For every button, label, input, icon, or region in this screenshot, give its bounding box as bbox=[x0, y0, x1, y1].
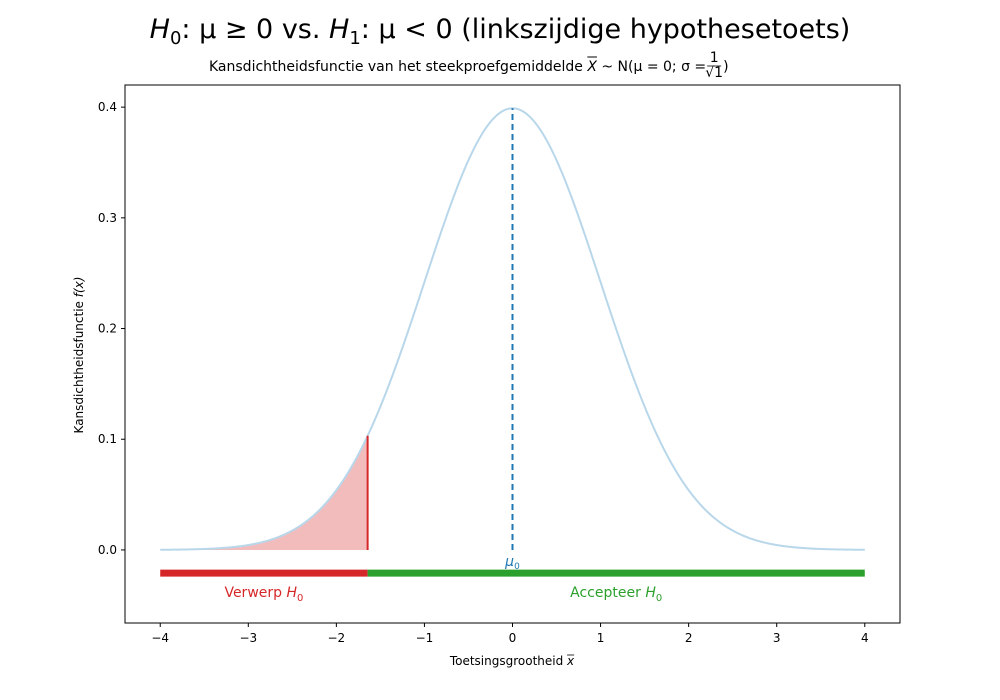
x-tick-label: 4 bbox=[861, 631, 869, 645]
x-axis: −4 −3 −2 −1 0 1 2 3 4 bbox=[151, 623, 869, 645]
x-tick-label: −4 bbox=[151, 631, 169, 645]
x-tick-label: 2 bbox=[685, 631, 693, 645]
y-axis-label: Kansdichtheidsfunctie f(x) bbox=[72, 277, 86, 434]
mu0-label: μ0 bbox=[504, 554, 520, 572]
x-tick-label: −2 bbox=[328, 631, 346, 645]
plot-area: μ0 Verwerp H0 Accepteer H0 bbox=[160, 107, 865, 604]
subtitle-fraction-numerator: 1 bbox=[710, 50, 719, 66]
subtitle-text: Kansdichtheidsfunctie van het steekproef… bbox=[209, 59, 706, 75]
y-axis: 0.0 0.1 0.2 0.3 0.4 bbox=[98, 100, 125, 557]
chart-title: H0: μ ≥ 0 vs. H1: μ < 0 (linkszijdige hy… bbox=[150, 14, 851, 49]
subtitle-fraction-denominator: √1 bbox=[705, 65, 723, 81]
y-tick-label: 0.4 bbox=[98, 100, 117, 114]
y-tick-label: 0.1 bbox=[98, 432, 117, 446]
y-tick-label: 0.3 bbox=[98, 211, 117, 225]
x-tick-label: −1 bbox=[416, 631, 434, 645]
subtitle-variable: X bbox=[586, 59, 597, 75]
reject-region-label: Verwerp H0 bbox=[224, 585, 303, 604]
subtitle-suffix: ) bbox=[723, 59, 728, 75]
density-curve bbox=[160, 107, 865, 551]
x-tick-label: 0 bbox=[509, 631, 517, 645]
rejection-area-fill bbox=[160, 435, 368, 550]
x-tick-label: −3 bbox=[239, 631, 257, 645]
accept-region-label: Accepteer H0 bbox=[570, 585, 662, 604]
chart-subtitle: Kansdichtheidsfunctie van het steekproef… bbox=[209, 50, 729, 81]
x-tick-label: 1 bbox=[597, 631, 605, 645]
y-tick-label: 0.0 bbox=[98, 543, 117, 557]
x-axis-label: Toetsingsgrootheid x bbox=[449, 654, 575, 668]
x-tick-label: 3 bbox=[773, 631, 781, 645]
y-tick-label: 0.2 bbox=[98, 322, 117, 336]
